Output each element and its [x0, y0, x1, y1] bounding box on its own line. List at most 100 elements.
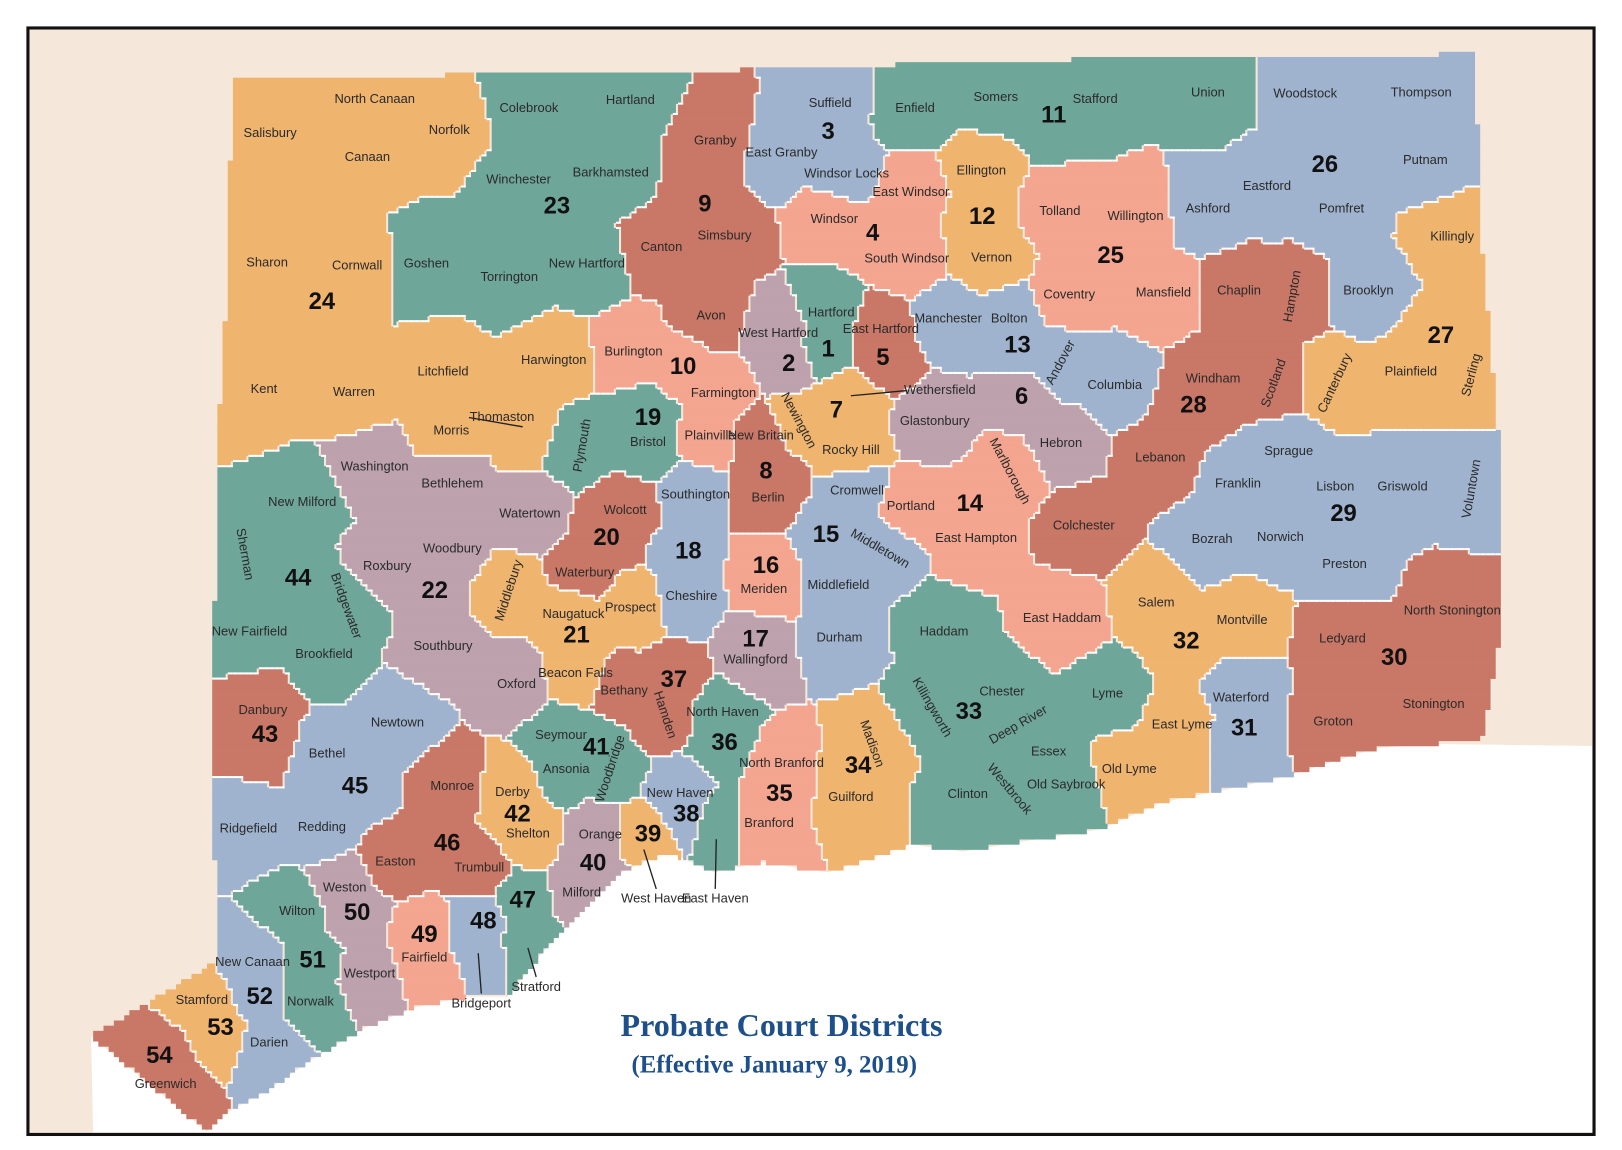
district-area — [662, 813, 702, 819]
district-area — [677, 450, 733, 457]
district-area — [212, 730, 299, 736]
district-border — [1117, 563, 1124, 566]
district-area — [227, 1087, 270, 1094]
district-area — [662, 305, 749, 312]
district-border — [791, 195, 798, 198]
district-border — [553, 423, 559, 426]
district-border — [289, 755, 296, 758]
district-border — [326, 703, 332, 706]
district-border — [745, 532, 751, 535]
district-area — [817, 771, 914, 778]
district-border — [631, 211, 637, 214]
district-border — [724, 351, 730, 354]
district-area — [1019, 642, 1101, 648]
district-border — [1180, 568, 1186, 571]
district-border — [662, 392, 668, 395]
district-area — [667, 823, 697, 830]
district-border — [1024, 444, 1030, 447]
district-number: 22 — [422, 577, 448, 604]
district-area — [693, 720, 764, 726]
district-border — [734, 610, 741, 613]
district-border — [693, 465, 699, 468]
town-name: Weston — [323, 879, 367, 894]
district-border — [910, 387, 917, 390]
district-border — [336, 978, 342, 981]
district-border — [465, 175, 471, 178]
district-border — [1376, 599, 1382, 602]
district-area — [543, 559, 645, 565]
district-area — [1205, 253, 1323, 260]
district-area — [124, 1015, 164, 1021]
district-border — [465, 895, 471, 898]
district-area — [1035, 248, 1184, 255]
district-area — [1143, 145, 1158, 151]
district-border — [916, 755, 922, 758]
district-area — [486, 103, 676, 110]
district-area — [1024, 435, 1111, 441]
district-number: 30 — [1381, 644, 1407, 671]
district-border — [1081, 573, 1087, 577]
district-area — [351, 569, 480, 576]
district-area — [476, 616, 661, 622]
district-area — [217, 896, 231, 902]
district-border — [874, 465, 880, 468]
town-name: Pomfret — [1319, 201, 1365, 216]
district-area — [740, 823, 811, 830]
district-area — [1190, 331, 1323, 338]
district-area — [677, 419, 733, 426]
district-area — [460, 963, 506, 970]
district-border — [1319, 423, 1325, 426]
district-border — [621, 646, 627, 649]
district-border — [828, 475, 834, 478]
town-name: Rocky Hill — [822, 442, 880, 457]
district-area — [947, 186, 1018, 192]
district-area — [910, 590, 982, 597]
district-area — [584, 486, 656, 493]
district-area — [755, 284, 790, 291]
district-border — [1205, 672, 1212, 675]
district-area — [885, 694, 1147, 700]
district-border — [450, 952, 456, 955]
district-area — [553, 896, 596, 902]
district-area — [238, 1051, 321, 1058]
district-border — [584, 314, 591, 318]
district-area — [1293, 626, 1501, 633]
district-border — [1252, 573, 1258, 577]
district-border — [646, 299, 653, 302]
district-border — [921, 548, 927, 551]
district-area — [941, 217, 1018, 224]
district-area — [760, 735, 821, 742]
district-border — [1035, 460, 1041, 463]
district-area — [414, 761, 485, 767]
district-area — [1418, 290, 1486, 296]
district-area — [1092, 751, 1209, 757]
district-area — [393, 321, 397, 327]
district-border — [538, 786, 544, 789]
district-area — [972, 372, 1034, 379]
town-name: Torrington — [481, 269, 539, 284]
district-area — [812, 492, 883, 498]
district-border — [1428, 200, 1434, 204]
town-name: Norwich — [1257, 529, 1304, 544]
district-area — [232, 139, 490, 146]
district-area — [1029, 533, 1147, 540]
district-area — [212, 642, 387, 648]
district-area — [393, 269, 625, 275]
district-border — [1102, 475, 1108, 478]
district-area — [797, 631, 889, 638]
district-border — [481, 625, 487, 628]
district-area — [910, 813, 1106, 819]
district-area — [450, 906, 500, 913]
district-border — [890, 434, 896, 437]
district-border — [698, 765, 704, 768]
district-border — [714, 781, 720, 784]
district-area — [1200, 461, 1501, 467]
district-border — [1102, 330, 1108, 333]
district-area — [797, 554, 930, 560]
district-area — [486, 766, 532, 773]
district-border — [807, 263, 813, 266]
district-area — [885, 155, 935, 161]
district-border — [1221, 439, 1227, 442]
district-area — [802, 502, 878, 508]
district-border — [631, 568, 637, 571]
